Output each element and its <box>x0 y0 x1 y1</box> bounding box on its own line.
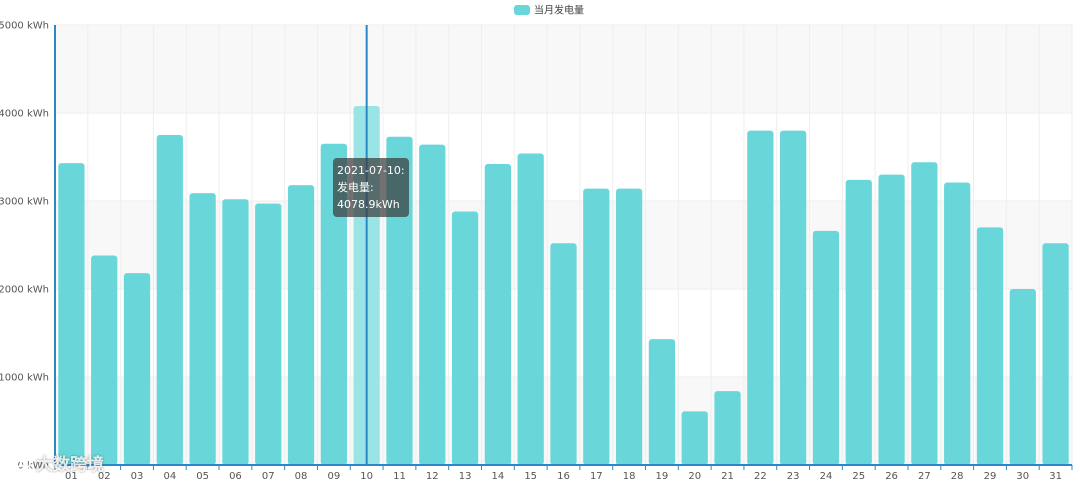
tooltip-date: 2021-07-10: <box>337 164 405 177</box>
x-tick-label: 21 <box>721 471 734 482</box>
bar-03 <box>123 273 151 465</box>
x-tick-label: 30 <box>1016 471 1029 482</box>
y-tick-label: 3000 kWh <box>0 197 49 208</box>
y-tick-label: 4000 kWh <box>0 109 49 120</box>
bar-27 <box>911 162 938 465</box>
bar-21 <box>714 391 741 465</box>
legend-label: 当月发电量 <box>534 4 584 17</box>
x-tick-label: 03 <box>131 471 144 482</box>
bar-06 <box>222 199 249 466</box>
x-tick-label: 22 <box>754 471 767 482</box>
bar-19 <box>648 339 676 465</box>
bar-28 <box>944 182 971 465</box>
bar-18 <box>615 188 643 465</box>
x-tick-label: 07 <box>262 471 275 482</box>
x-tick-label: 09 <box>327 471 340 482</box>
x-tick-label: 28 <box>951 471 964 482</box>
y-tick-label: 1000 kWh <box>0 373 49 384</box>
x-tick-label: 24 <box>820 471 833 482</box>
x-tick-label: 15 <box>524 471 537 482</box>
bar-20 <box>681 411 708 465</box>
x-tick-label: 29 <box>984 471 997 482</box>
watermark-text: 大数跨境 <box>36 455 104 475</box>
bar-02 <box>91 255 118 465</box>
x-tick-label: 04 <box>163 471 176 482</box>
bar-24 <box>812 230 840 465</box>
x-tick-label: 13 <box>459 471 472 482</box>
x-tick-label: 17 <box>590 471 603 482</box>
bar-12 <box>419 144 446 465</box>
bar-30 <box>1009 289 1036 465</box>
x-tick-label: 12 <box>426 471 439 482</box>
bar-26 <box>878 174 905 465</box>
bar-16 <box>550 243 577 465</box>
x-tick-label: 06 <box>229 471 242 482</box>
x-axis-ticks <box>54 465 1073 470</box>
tooltip: 2021-07-10: 发电量: 4078.9kWh <box>333 158 409 217</box>
x-tick-label: 16 <box>557 471 570 482</box>
x-tick-label: 08 <box>295 471 308 482</box>
bar-29 <box>976 227 1004 465</box>
bar-14 <box>484 164 512 466</box>
y-axis-tick-labels: 0 kWh 1000 kWh 2000 kWh 3000 kWh 4000 kWh 500… <box>0 21 49 472</box>
x-tick-label: 05 <box>196 471 209 482</box>
watermark-logo-icon <box>10 457 32 468</box>
bar-22 <box>747 130 774 465</box>
x-tick-label: 14 <box>492 471 505 482</box>
tooltip-series-label: 发电量: <box>337 181 374 194</box>
bar-04 <box>156 135 183 465</box>
bar-08 <box>287 185 315 465</box>
x-tick-label: 18 <box>623 471 636 482</box>
legend-swatch <box>514 5 530 15</box>
bar-13 <box>451 211 479 465</box>
x-tick-label: 31 <box>1049 471 1062 482</box>
bar-01 <box>58 163 85 465</box>
bar-23 <box>780 130 807 465</box>
x-axis-tick-labels: 01 02 03 04 05 06 07 08 09 10 11 12 13 14 15 16 17 18 19 20… <box>65 471 1062 482</box>
x-tick-label: 20 <box>688 471 701 482</box>
bar-17 <box>583 188 610 465</box>
y-tick-label: 2000 kWh <box>0 285 49 296</box>
x-tick-label: 10 <box>360 471 373 482</box>
x-tick-label: 19 <box>656 471 669 482</box>
bar-07 <box>255 203 282 465</box>
x-tick-label: 01 <box>65 471 78 482</box>
bar-31 <box>1042 243 1069 465</box>
watermark: 大数跨境 <box>10 450 104 475</box>
bar-11 <box>386 136 413 465</box>
x-tick-label: 11 <box>393 471 406 482</box>
y-tick-label: 5000 kWh <box>0 21 49 32</box>
y-tick-label: 0 kWh <box>17 461 49 472</box>
bar-15 <box>517 153 544 466</box>
x-tick-label: 25 <box>852 471 865 482</box>
bar-25 <box>845 179 872 465</box>
grid-band <box>55 25 1072 113</box>
bar-09 <box>320 143 347 466</box>
bar-05 <box>189 193 216 465</box>
x-tick-label: 26 <box>885 471 898 482</box>
legend[interactable]: 当月发电量 <box>514 4 584 17</box>
x-tick-label: 02 <box>98 471 111 482</box>
x-tick-label: 27 <box>918 471 931 482</box>
tooltip-value: 4078.9kWh <box>337 198 400 211</box>
x-tick-label: 23 <box>787 471 800 482</box>
